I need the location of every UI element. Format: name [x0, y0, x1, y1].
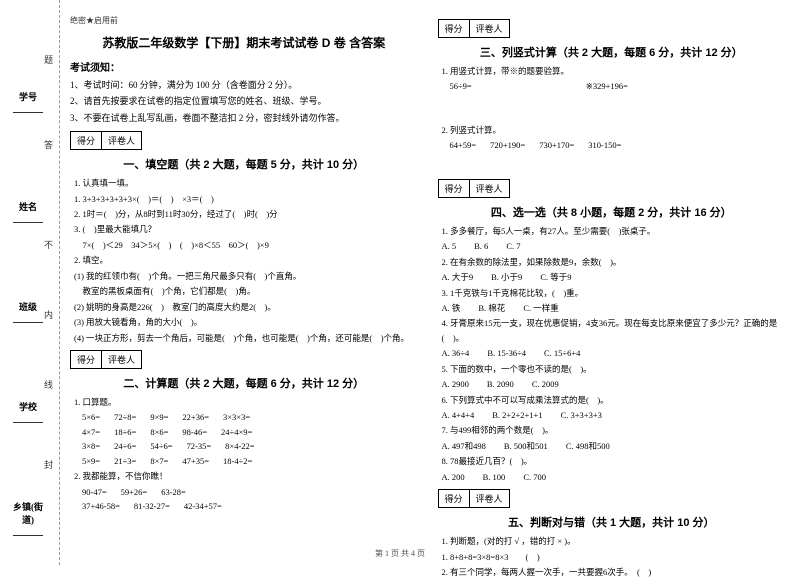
- score-label: 评卷人: [470, 20, 509, 37]
- vlabel-name: 姓名: [8, 200, 48, 225]
- calc-row: 5×6=72÷8=9×9=22+36=3×3×3=: [70, 410, 418, 424]
- question: 2. 列竖式计算。: [438, 123, 786, 137]
- score-label: 得分: [71, 351, 102, 368]
- question-line: (1) 我的红领巾有( )个角。一把三角尺最多只有( )个直角。: [70, 269, 418, 283]
- score-box: 得分 评卷人: [438, 19, 510, 38]
- question-line: (2) 姚明的身高是226( ) 教室门的高度大约是2( )。: [70, 300, 418, 314]
- judge-line: 2. 有三个同学，每两人握一次手，一共要握6次手。 ( ): [438, 565, 786, 579]
- score-label: 评卷人: [102, 351, 141, 368]
- question-line: 2. 1时＝( )分，从8时到11时30分，经过了( )时( )分: [70, 207, 418, 221]
- question: 1. 口算题。: [70, 395, 418, 409]
- mc-question: 3. 1千克铁与1千克棉花比较，( )重。: [438, 286, 786, 300]
- score-box: 得分 评卷人: [70, 350, 142, 369]
- mc-question: 2. 在有余数的除法里，如果除数是9，余数( )。: [438, 255, 786, 269]
- mc-options: A. 36÷4B. 15-36÷4C. 15÷6+4: [438, 346, 786, 360]
- score-label: 评卷人: [470, 490, 509, 507]
- work-space: [438, 153, 786, 175]
- question-line: 7×( )＜29 34＞5×( ) ( )×8＜55 60＞( )×9: [70, 238, 418, 252]
- calc-row: 64+59=720+190=730+170=310-150=: [438, 138, 786, 152]
- binding-strip: 乡镇(街道) 学校 班级 姓名 学号 封 线 内 不 答 题: [0, 0, 60, 565]
- question-line: 1. 3+3+3+3+3+3×( )＝( ) ×3＝( ): [70, 192, 418, 206]
- vlabel-school: 学校: [8, 400, 48, 425]
- score-label: 得分: [439, 490, 470, 507]
- cut-note: 题: [42, 55, 55, 64]
- section-4-title: 四、选一选（共 8 小题，每题 2 分，共计 16 分）: [438, 204, 786, 220]
- mc-options: A. 497和498B. 500和501C. 498和500: [438, 439, 786, 453]
- mc-question: 1. 多多餐厅，每5人一桌，有27人。至少需要( )张桌子。: [438, 224, 786, 238]
- mc-options: A. 5B. 6C. 7: [438, 239, 786, 253]
- mc-question: 6. 下列算式中不可以写成乘法算式的是( )。: [438, 393, 786, 407]
- notice-item: 2、请首先按要求在试卷的指定位置填写您的姓名、班级、学号。: [70, 94, 418, 108]
- column-right: 得分 评卷人 三、列竖式计算（共 2 大题，每题 6 分，共计 12 分） 1.…: [438, 15, 786, 581]
- section-1-title: 一、填空题（共 2 大题，每题 5 分，共计 10 分）: [70, 156, 418, 172]
- vlabel-town: 乡镇(街道): [8, 500, 48, 538]
- score-label: 得分: [439, 180, 470, 197]
- cut-note: 线: [42, 380, 55, 389]
- seal-note: 绝密★启用前: [70, 15, 418, 26]
- score-box: 得分 评卷人: [438, 179, 510, 198]
- question: 1. 认真填一填。: [70, 176, 418, 190]
- score-box: 得分 评卷人: [438, 489, 510, 508]
- question: 2. 填空。: [70, 253, 418, 267]
- score-label: 得分: [71, 132, 102, 149]
- page-footer: 第 1 页 共 4 页: [0, 548, 800, 559]
- score-label: 得分: [439, 20, 470, 37]
- notice-heading: 考试须知：: [70, 59, 418, 74]
- calc-row: 56÷9=※329+196=: [438, 79, 786, 93]
- score-label: 评卷人: [102, 132, 141, 149]
- page-content: 绝密★启用前 苏教版二年级数学【下册】期末考试试卷 D 卷 含答案 考试须知： …: [70, 15, 785, 581]
- work-space: [438, 94, 786, 122]
- question: 1. 用竖式计算，带※的题要验算。: [438, 64, 786, 78]
- section-5-title: 五、判断对与错（共 1 大题，共计 10 分）: [438, 514, 786, 530]
- notice-item: 1、考试时间：60 分钟，满分为 100 分（含卷面分 2 分）。: [70, 78, 418, 92]
- question: 2. 我都能算，不信你瞧！: [70, 469, 418, 483]
- question-line: (3) 用放大镜看角，角的大小( )。: [70, 315, 418, 329]
- calc-row: 3×8=24÷6=54÷6=72-35=8×4-22=: [70, 439, 418, 453]
- score-box: 得分 评卷人: [70, 131, 142, 150]
- question: 1. 判断题，(对的打 √ ，错的打 × )。: [438, 534, 786, 548]
- cut-note: 封: [42, 460, 55, 469]
- mc-options: A. 铁B. 棉花C. 一样重: [438, 301, 786, 315]
- mc-question: 4. 牙膏原来15元一支，现在优惠促销，4支36元。现在每支比原来便宜了多少元？…: [438, 316, 786, 345]
- mc-options: A. 200B. 100C. 700: [438, 470, 786, 484]
- section-2-title: 二、计算题（共 2 大题，每题 6 分，共计 12 分）: [70, 375, 418, 391]
- cut-note: 不: [42, 240, 55, 249]
- exam-title: 苏教版二年级数学【下册】期末考试试卷 D 卷 含答案: [70, 34, 418, 51]
- mc-question: 5. 下面的数中，一个零也不读的是( )。: [438, 362, 786, 376]
- mc-options: A. 4+4+4B. 2+2+2+1+1C. 3+3+3+3: [438, 408, 786, 422]
- mc-question: 8. 78最接近几百？( )。: [438, 454, 786, 468]
- mc-options: A. 大于9B. 小于9C. 等于9: [438, 270, 786, 284]
- vlabel-id: 学号: [8, 90, 48, 115]
- calc-row: 5×9=21÷3=8×7=47+35=18-4÷2=: [70, 454, 418, 468]
- calc-row: 4×7=18÷6=8×6=98-46=24÷4×9=: [70, 425, 418, 439]
- calc-row: 37+46-58=81-32-27=42-34+57=: [70, 499, 418, 513]
- mc-options: A. 2900B. 2090C. 2009: [438, 377, 786, 391]
- calc-row: 90-47=59+26=63-28=: [70, 485, 418, 499]
- score-label: 评卷人: [470, 180, 509, 197]
- column-left: 绝密★启用前 苏教版二年级数学【下册】期末考试试卷 D 卷 含答案 考试须知： …: [70, 15, 418, 581]
- question-line: 教室的黑板桌面有( )个角，它们都是( )角。: [70, 284, 418, 298]
- section-3-title: 三、列竖式计算（共 2 大题，每题 6 分，共计 12 分）: [438, 44, 786, 60]
- cut-note: 内: [42, 310, 55, 319]
- question-line: (4) 一块正方形，剪去一个角后，可能是( )个角，也可能是( )个角，还可能是…: [70, 331, 418, 345]
- cut-note: 答: [42, 140, 55, 149]
- mc-question: 7. 与499相邻的两个数是( )。: [438, 423, 786, 437]
- notice-item: 3、不要在试卷上乱写乱画，卷面不整洁扣 2 分，密封线外请勿作答。: [70, 111, 418, 125]
- question-line: 3. ( )里最大能填几？: [70, 222, 418, 236]
